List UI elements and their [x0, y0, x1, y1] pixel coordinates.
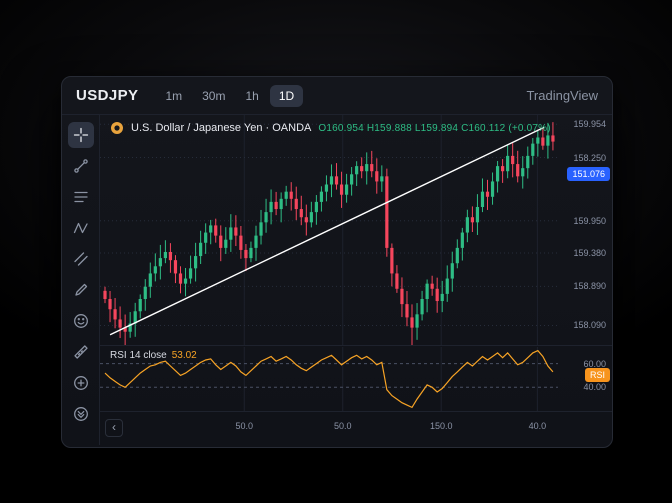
ohlc-values: O160.954 H159.888 L159.894 C160.112 (+0.…	[318, 122, 551, 134]
symbol-title: USDJPY	[76, 87, 139, 104]
price-axis-label: 159.954	[573, 119, 606, 130]
time-axis-label: 50.0	[235, 421, 254, 431]
more-tools-button[interactable]	[68, 401, 94, 427]
rsi-badge: RSI	[584, 368, 610, 383]
price-axis-label: 159.380	[573, 248, 606, 258]
drawing-toolbar	[62, 115, 100, 445]
window-body: U.S. Dollar / Japanese Yen · OANDA O160.…	[62, 115, 612, 445]
scroll-left-chevron[interactable]: ‹	[105, 419, 123, 437]
rsi-chart[interactable]	[100, 347, 558, 411]
trading-window: USDJPY 1m 30m 1h 1D TradingView	[61, 76, 613, 448]
emoji-icon	[73, 314, 88, 328]
horizontal-lines-tool-button[interactable]	[68, 184, 94, 210]
time-axis-label: 150.0	[429, 421, 453, 431]
price-chart[interactable]	[100, 115, 558, 345]
symbol-info-row: U.S. Dollar / Japanese Yen · OANDA O160.…	[110, 121, 551, 135]
brush-tool-button[interactable]	[68, 277, 94, 303]
last-price-badge: 151.076	[567, 166, 610, 181]
rsi-value: 53.02	[171, 350, 197, 361]
xabcd-pattern-icon	[73, 222, 88, 234]
timeframe-1h[interactable]: 1h	[245, 88, 259, 103]
timeframe-switcher: 1m 30m 1h 1D	[156, 84, 304, 107]
pair-name: U.S. Dollar / Japanese Yen · OANDA	[131, 122, 312, 134]
measure-tool-button[interactable]	[68, 339, 94, 365]
chart-region: U.S. Dollar / Japanese Yen · OANDA O160.…	[100, 115, 612, 445]
rsi-level-label: 60.00	[583, 358, 606, 369]
plus-circle-icon	[73, 376, 88, 390]
timeframe-1D[interactable]: 1D	[269, 84, 304, 107]
xabcd-pattern-tool-button[interactable]	[68, 215, 94, 241]
crosshair-icon	[73, 127, 88, 143]
rsi-title: RSI 14 close	[110, 350, 167, 361]
trendline-tool-button[interactable]	[68, 153, 94, 179]
brand-label: TradingView	[526, 88, 598, 103]
time-axis[interactable]: ‹ 50.0 50.0 150.0 40.0	[100, 411, 612, 445]
rsi-level-label: 40.00	[583, 382, 606, 393]
time-axis-label: 40.0	[528, 421, 547, 431]
emoji-tool-button[interactable]	[68, 308, 94, 334]
zoom-in-tool-button[interactable]	[68, 370, 94, 396]
price-pane: 159.954 158.250 159.950 159.380 158.890 158.0…	[100, 115, 612, 345]
price-axis-label: 158.090	[573, 320, 606, 331]
price-axis-label: 158.250	[573, 152, 606, 163]
double-chevron-down-icon	[73, 407, 88, 421]
horizontal-lines-icon	[73, 191, 88, 203]
time-axis-label: 50.0	[333, 421, 352, 431]
trendline-icon	[73, 159, 88, 173]
price-axis-label: 158.890	[573, 281, 606, 292]
crosshair-tool-button[interactable]	[67, 122, 94, 148]
coin-icon	[111, 122, 123, 134]
rsi-pane: RSI 14 close 53.02 60.00 40.00 RSI	[100, 345, 612, 411]
rsi-indicator-header: RSI 14 close 53.02	[110, 350, 197, 361]
brush-icon	[74, 283, 87, 296]
timeframe-1m[interactable]: 1m	[165, 88, 183, 103]
parallel-channel-icon	[73, 252, 88, 266]
timeframe-30m[interactable]: 30m	[202, 88, 226, 103]
price-axis-label: 159.950	[573, 215, 606, 226]
window-header: USDJPY 1m 30m 1h 1D TradingView	[62, 77, 612, 115]
measure-ruler-icon	[73, 345, 88, 359]
parallel-channel-tool-button[interactable]	[68, 246, 94, 272]
